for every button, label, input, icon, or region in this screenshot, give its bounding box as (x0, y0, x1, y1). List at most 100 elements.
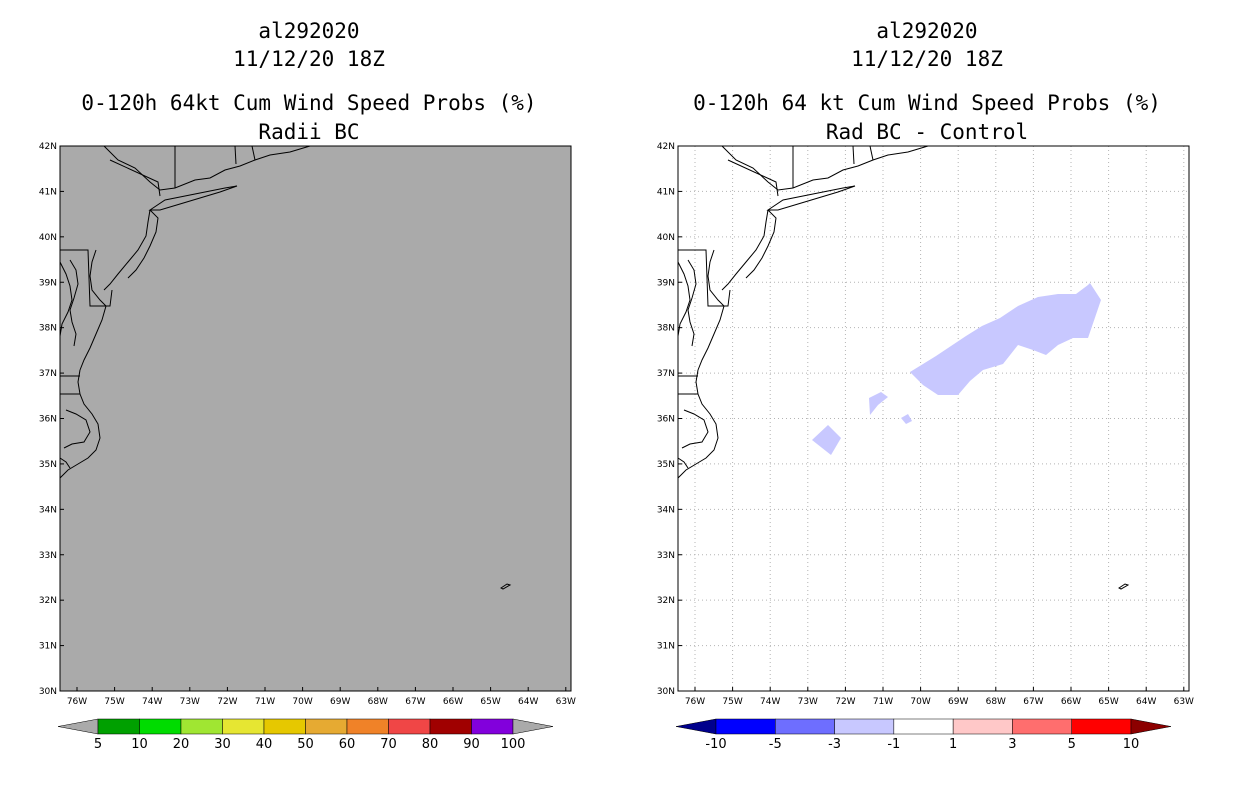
colorbar-swatch (1012, 718, 1072, 735)
left-lon-axis: 76W 75W 74W 73W 72W 71W 70W 69W 68W 67W 66W 65W 64W 6… (67, 687, 576, 707)
colorbar-label: -3 (828, 737, 841, 752)
lon-tick-label: 74W (760, 697, 780, 707)
lon-tick-label: 66W (1061, 697, 1081, 707)
colorbar-label: 80 (422, 737, 439, 752)
lon-tick-label: 76W (685, 697, 705, 707)
lat-tick-label: 31N (657, 642, 675, 652)
lat-tick-label: 40N (39, 233, 57, 243)
lat-tick-label: 33N (39, 551, 57, 561)
colorbar-swatch (139, 718, 182, 735)
lat-tick-label: 38N (657, 324, 675, 334)
lat-tick-label: 40N (657, 233, 675, 243)
left-map-background (60, 146, 571, 691)
colorbar-label: 10 (131, 737, 148, 752)
right-lon-axis: 76W 75W 74W 73W 72W 71W 70W 69W 68W 67W 66W 65W 64W 6… (685, 687, 1194, 707)
lon-tick-label: 64W (518, 697, 538, 707)
right-state-borders (678, 145, 874, 395)
lat-tick-label: 42N (39, 142, 57, 152)
lon-tick-label: 70W (910, 697, 930, 707)
lat-tick-label: 31N (39, 642, 57, 652)
lat-tick-label: 35N (657, 460, 675, 470)
left-map-panel: al292020 11/12/20 18Z 0-120h 64kt Cum Wi… (39, 19, 576, 752)
right-product-title: 0-120h 64 kt Cum Wind Speed Probs (%) (693, 91, 1161, 115)
colorbar-swatch (180, 718, 223, 735)
lat-tick-label: 32N (657, 596, 675, 606)
colorbar-label: 5 (1068, 737, 1076, 752)
lat-tick-label: 32N (39, 596, 57, 606)
lon-tick-label: 72W (835, 697, 855, 707)
difference-region-small-1 (869, 392, 888, 415)
lat-tick-label: 36N (39, 415, 57, 425)
left-subtitle: Radii BC (258, 120, 360, 144)
lon-tick-label: 69W (330, 697, 350, 707)
right-difference-fill (812, 283, 1101, 455)
right-lat-axis: 42N 41N 40N 39N 38N 37N 36N 35N 34N 33N 32N 31N 30N (657, 142, 682, 697)
right-storm-id: al292020 (876, 19, 978, 43)
colorbar-swatch (388, 718, 431, 735)
colorbar-label: -1 (887, 737, 900, 752)
colorbar-label: 70 (380, 737, 397, 752)
lon-tick-label: 75W (722, 697, 742, 707)
colorbar-swatch (263, 718, 306, 735)
difference-region-small-3 (812, 425, 841, 455)
lon-tick-label: 72W (217, 697, 237, 707)
left-colorbar: 5 10 20 30 40 50 60 70 80 90 100 (57, 718, 554, 752)
colorbar-label: 10 (1123, 737, 1140, 752)
lat-tick-label: 35N (39, 460, 57, 470)
lon-tick-label: 68W (368, 697, 388, 707)
lat-tick-label: 39N (657, 278, 675, 288)
left-date-time: 11/12/20 18Z (233, 47, 385, 71)
left-product-title: 0-120h 64kt Cum Wind Speed Probs (%) (81, 91, 537, 115)
colorbar-swatch (429, 718, 472, 735)
lon-tick-label: 74W (142, 697, 162, 707)
lon-tick-label: 67W (405, 697, 425, 707)
right-colorbar: -10 -5 -3 -1 1 3 5 10 (675, 718, 1172, 752)
lon-tick-label: 65W (480, 697, 500, 707)
colorbar-swatch (715, 718, 776, 735)
lon-tick-label: 71W (873, 697, 893, 707)
colorbar-left-arrow (57, 718, 99, 735)
left-storm-id: al292020 (258, 19, 360, 43)
lat-tick-label: 37N (39, 369, 57, 379)
colorbar-label: -5 (769, 737, 782, 752)
lat-tick-label: 30N (657, 687, 675, 697)
right-map-panel: al292020 11/12/20 18Z 0-120h 64 kt Cum W… (618, 0, 1236, 800)
colorbar-label: 30 (214, 737, 231, 752)
lat-tick-label: 36N (657, 415, 675, 425)
lon-tick-label: 63W (556, 697, 576, 707)
lon-tick-label: 68W (986, 697, 1006, 707)
colorbar-label: -10 (705, 737, 726, 752)
colorbar-swatch (775, 718, 835, 735)
colorbar-swatch (1071, 718, 1132, 735)
colorbar-label: 1 (949, 737, 957, 752)
colorbar-label: 100 (501, 737, 526, 752)
lon-tick-label: 67W (1023, 697, 1043, 707)
lat-tick-label: 42N (657, 142, 675, 152)
lon-tick-label: 63W (1174, 697, 1194, 707)
colorbar-label: 20 (173, 737, 190, 752)
colorbar-swatch (305, 718, 348, 735)
lon-tick-label: 69W (948, 697, 968, 707)
lon-tick-label: 65W (1098, 697, 1118, 707)
lat-tick-label: 39N (39, 278, 57, 288)
colorbar-swatch (97, 718, 140, 735)
lat-tick-label: 33N (657, 551, 675, 561)
colorbar-label: 60 (339, 737, 356, 752)
colorbar-label: 40 (256, 737, 273, 752)
right-subtitle: Rad BC - Control (825, 120, 1029, 144)
colorbar-swatch (952, 718, 1013, 735)
lat-tick-label: 41N (657, 187, 675, 197)
colorbar-label: 90 (463, 737, 480, 752)
lon-tick-label: 66W (443, 697, 463, 707)
lon-tick-label: 75W (104, 697, 124, 707)
colorbar-swatch (893, 718, 954, 735)
colorbar-right-arrow (1130, 718, 1172, 735)
colorbar-swatch (346, 718, 389, 735)
colorbar-swatch (222, 718, 265, 735)
right-date-time: 11/12/20 18Z (851, 47, 1003, 71)
lon-tick-label: 76W (67, 697, 87, 707)
lat-tick-label: 38N (39, 324, 57, 334)
lon-tick-label: 70W (292, 697, 312, 707)
difference-region-main (910, 283, 1101, 395)
lon-tick-label: 73W (798, 697, 818, 707)
